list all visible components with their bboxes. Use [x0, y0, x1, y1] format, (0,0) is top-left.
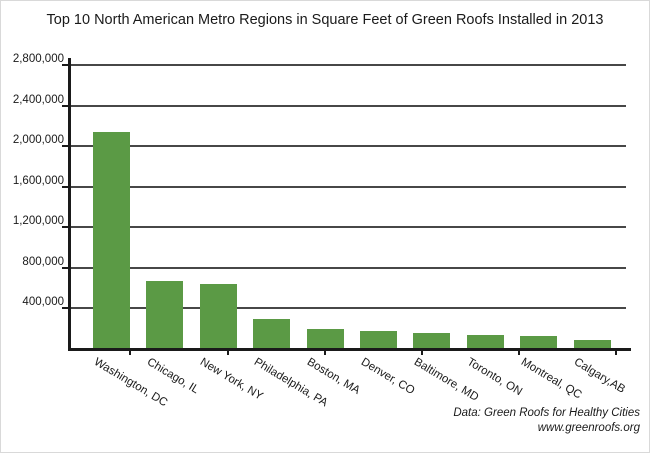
y-axis-tick: [62, 307, 71, 310]
y-axis-line: [68, 58, 71, 351]
x-axis-minor-tick: [129, 351, 131, 355]
y-axis-tick: [62, 145, 71, 148]
x-axis-minor-tick: [421, 351, 423, 355]
bar-calgary-ab: [573, 339, 611, 349]
bar-chicago-il: [146, 280, 184, 349]
gridline: [71, 266, 626, 269]
y-axis-tick-label: 400,000: [22, 296, 64, 309]
bar-boston-ma: [306, 328, 344, 349]
x-axis-minor-tick: [518, 351, 520, 355]
y-axis-tick-label: 2,000,000: [12, 134, 64, 147]
data-source: Data: Green Roofs for Healthy Cities www…: [453, 406, 640, 436]
gridline: [71, 307, 626, 310]
y-axis-tick: [62, 64, 71, 66]
y-axis-tick-label: 1,600,000: [12, 174, 64, 187]
bar-washington-dc: [93, 131, 130, 349]
y-axis-tick-label: 800,000: [22, 255, 64, 268]
x-axis-tick-label: Denver, CO: [358, 356, 416, 398]
x-axis-minor-tick: [227, 351, 229, 355]
bar-new-york-ny: [199, 284, 237, 349]
gridline: [71, 185, 626, 188]
y-axis-tick-label: 1,200,000: [12, 215, 64, 228]
plot-area: [71, 64, 627, 349]
y-axis-tick: [62, 104, 71, 107]
x-axis-minor-tick: [615, 351, 617, 355]
bar-baltimore-md: [413, 333, 451, 349]
bar-denver-co: [360, 331, 397, 349]
y-axis-tick: [62, 226, 71, 229]
y-axis-tick: [62, 185, 71, 188]
x-axis-minor-tick: [324, 351, 326, 355]
bar-philadelphia-pa: [253, 319, 291, 349]
gridline: [71, 104, 626, 107]
bar-montreal-qc: [520, 336, 558, 349]
bar-toronto-on: [466, 334, 504, 349]
data-source-line1: Data: Green Roofs for Healthy Cities: [453, 407, 640, 419]
gridline: [71, 145, 626, 148]
gridline: [71, 64, 626, 66]
y-axis-tick-label: 2,400,000: [12, 93, 64, 106]
data-source-line2: www.greenroofs.org: [537, 422, 640, 434]
y-axis-tick-label: 2,800,000: [12, 53, 64, 65]
gridline: [71, 226, 626, 229]
chart-title: Top 10 North American Metro Regions in S…: [46, 12, 604, 28]
x-axis-line: [68, 348, 631, 351]
y-axis-tick: [62, 266, 71, 269]
